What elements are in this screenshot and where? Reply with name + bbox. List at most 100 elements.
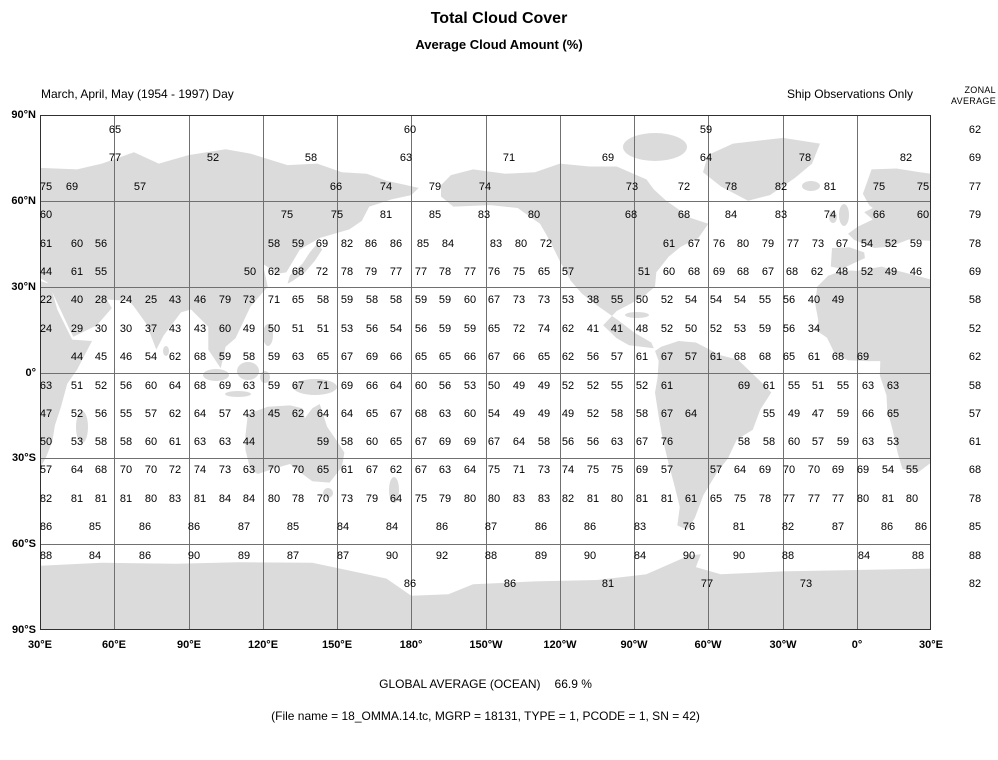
cloud-amount-value: 61 — [635, 351, 649, 363]
cloud-amount-value: 57 — [660, 464, 674, 476]
cloud-amount-value: 73 — [799, 578, 813, 590]
cloud-amount-value: 52 — [860, 266, 874, 278]
cloud-amount-value: 55 — [610, 380, 624, 392]
cloud-amount-value: 82 — [781, 521, 795, 533]
cloud-amount-value: 74 — [823, 209, 837, 221]
cloud-amount-value: 55 — [787, 380, 801, 392]
longitude-tick-label: 30°E — [28, 639, 52, 651]
cloud-amount-value: 65 — [886, 408, 900, 420]
longitude-tick-label: 90°W — [620, 639, 648, 651]
cloud-amount-value: 57 — [709, 464, 723, 476]
cloud-amount-value: 63 — [610, 436, 624, 448]
cloud-amount-value: 58 — [340, 436, 354, 448]
cloud-amount-value: 63 — [861, 436, 875, 448]
cloud-amount-value: 58 — [737, 436, 751, 448]
cloud-amount-value: 78 — [798, 152, 812, 164]
cloud-amount-value: 52 — [561, 380, 575, 392]
zonal-average-value: 62 — [968, 124, 982, 136]
cloud-amount-value: 61 — [660, 380, 674, 392]
cloud-amount-value: 65 — [782, 351, 796, 363]
cloud-amount-value: 84 — [242, 493, 256, 505]
cloud-amount-value: 83 — [512, 493, 526, 505]
cloud-amount-value: 77 — [414, 266, 428, 278]
latitude-tick-label: 60°S — [12, 538, 36, 550]
cloud-amount-value: 73 — [340, 493, 354, 505]
cloud-amount-value: 40 — [70, 294, 84, 306]
cloud-amount-value: 68 — [193, 380, 207, 392]
continent-africa-west — [815, 266, 931, 472]
map-plot: 65 60 59 77 52 58 63 71 69 64 78 82 75 69 57 66 74 79 74 73… — [40, 115, 931, 630]
cloud-amount-value: 50 — [487, 380, 501, 392]
longitude-tick-label: 0° — [851, 639, 863, 651]
cloud-amount-value: 59 — [836, 408, 850, 420]
cloud-amount-value: 45 — [267, 408, 281, 420]
cloud-amount-value: 57 — [610, 351, 624, 363]
cloud-amount-value: 52 — [206, 152, 220, 164]
sumatra — [203, 369, 229, 381]
cloud-amount-value: 82 — [899, 152, 913, 164]
zonal-average-value: 82 — [968, 578, 982, 590]
cloud-amount-value: 63 — [438, 408, 452, 420]
cloud-amount-value: 68 — [831, 351, 845, 363]
cloud-amount-value: 75 — [39, 181, 53, 193]
cloud-amount-value: 62 — [168, 351, 182, 363]
cloud-amount-value: 73 — [537, 294, 551, 306]
cloud-amount-value: 53 — [70, 436, 84, 448]
global-average-value: 66.9 % — [554, 677, 592, 691]
zonal-average-value: 62 — [968, 351, 982, 363]
cloud-amount-value: 84 — [336, 521, 350, 533]
cloud-amount-value: 58 — [304, 152, 318, 164]
grid-values-layer: 65 60 59 77 52 58 63 71 69 64 78 82 75 69 57 66 74 79 74 73… — [40, 115, 931, 630]
cloud-amount-value: 58 — [242, 351, 256, 363]
cloud-amount-value: 44 — [70, 351, 84, 363]
cloud-amount-value: 59 — [909, 238, 923, 250]
cloud-amount-value: 65 — [108, 124, 122, 136]
cloud-amount-value: 86 — [138, 521, 152, 533]
cloud-amount-value: 66 — [872, 209, 886, 221]
longitude-tick-label: 90°E — [177, 639, 201, 651]
new-guinea — [293, 379, 337, 395]
map-border — [40, 115, 931, 630]
cloud-amount-value: 87 — [237, 521, 251, 533]
cloud-amount-value: 64 — [684, 408, 698, 420]
cloud-amount-value: 67 — [365, 464, 379, 476]
cloud-amount-value: 82 — [340, 238, 354, 250]
cloud-amount-value: 86 — [583, 521, 597, 533]
cloud-amount-value: 55 — [758, 294, 772, 306]
cloud-amount-value: 51 — [316, 323, 330, 335]
cloud-amount-value: 81 — [94, 493, 108, 505]
chart-subtitle: Average Cloud Amount (%) — [415, 37, 583, 52]
cloud-amount-value: 69 — [758, 464, 772, 476]
borneo — [237, 362, 259, 380]
cloud-amount-value: 59 — [699, 124, 713, 136]
cloud-amount-value: 67 — [660, 408, 674, 420]
cloud-amount-value: 65 — [487, 323, 501, 335]
cloud-amount-value: 79 — [365, 493, 379, 505]
cloud-amount-value: 84 — [441, 238, 455, 250]
cloud-amount-value: 54 — [709, 294, 723, 306]
cloud-amount-value: 60 — [144, 380, 158, 392]
global-average-label: GLOBAL AVERAGE (OCEAN) 66.9 % — [40, 677, 931, 691]
cloud-amount-value: 64 — [699, 152, 713, 164]
cloud-amount-value: 85 — [88, 521, 102, 533]
cloud-amount-value: 73 — [811, 238, 825, 250]
cloud-amount-value: 84 — [724, 209, 738, 221]
cloud-amount-value: 58 — [610, 408, 624, 420]
cloud-amount-value: 58 — [537, 436, 551, 448]
cloud-amount-value: 81 — [823, 181, 837, 193]
cloud-amount-value: 90 — [682, 550, 696, 562]
cloud-amount-value: 65 — [316, 464, 330, 476]
cloud-amount-value: 64 — [733, 464, 747, 476]
cloud-amount-value: 63 — [242, 380, 256, 392]
cloud-amount-value: 64 — [340, 408, 354, 420]
cloud-amount-value: 65 — [291, 294, 305, 306]
cloud-amount-value: 56 — [94, 408, 108, 420]
cloud-amount-value: 67 — [487, 294, 501, 306]
longitude-tick-label: 150°W — [469, 639, 503, 651]
united-kingdom — [839, 204, 849, 226]
cloud-amount-value: 90 — [385, 550, 399, 562]
cloud-amount-value: 78 — [291, 493, 305, 505]
longitude-tick-label: 180° — [399, 639, 423, 651]
cloud-amount-value: 81 — [660, 493, 674, 505]
cloud-amount-value: 85 — [416, 238, 430, 250]
